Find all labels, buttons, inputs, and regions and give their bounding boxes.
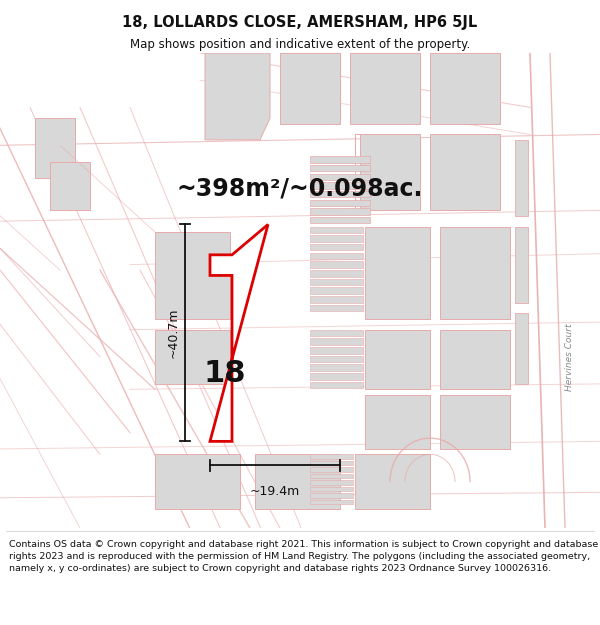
Polygon shape <box>205 53 270 140</box>
Polygon shape <box>365 395 430 449</box>
Polygon shape <box>255 454 340 509</box>
Polygon shape <box>515 140 528 216</box>
Polygon shape <box>310 253 363 259</box>
Polygon shape <box>310 382 363 388</box>
Polygon shape <box>310 338 363 345</box>
Polygon shape <box>310 279 363 285</box>
Polygon shape <box>310 208 370 215</box>
Polygon shape <box>440 227 510 319</box>
Polygon shape <box>310 481 353 485</box>
Polygon shape <box>310 156 370 162</box>
Polygon shape <box>155 454 240 509</box>
Polygon shape <box>310 305 363 311</box>
Polygon shape <box>310 468 353 472</box>
Polygon shape <box>350 53 420 124</box>
Polygon shape <box>310 373 363 379</box>
Polygon shape <box>310 474 353 478</box>
Polygon shape <box>155 329 230 384</box>
Polygon shape <box>365 329 430 389</box>
Polygon shape <box>515 227 528 302</box>
Polygon shape <box>310 461 353 465</box>
Polygon shape <box>310 165 370 171</box>
Polygon shape <box>515 313 528 384</box>
Text: 18, LOLLARDS CLOSE, AMERSHAM, HP6 5JL: 18, LOLLARDS CLOSE, AMERSHAM, HP6 5JL <box>122 15 478 30</box>
Polygon shape <box>430 53 500 124</box>
Polygon shape <box>310 296 363 302</box>
Polygon shape <box>310 244 363 251</box>
Polygon shape <box>310 329 363 336</box>
Polygon shape <box>310 270 363 276</box>
Polygon shape <box>280 53 340 124</box>
Text: Map shows position and indicative extent of the property.: Map shows position and indicative extent… <box>130 38 470 51</box>
Text: ~40.7m: ~40.7m <box>167 308 179 358</box>
Polygon shape <box>310 227 363 233</box>
Polygon shape <box>310 364 363 371</box>
Polygon shape <box>310 493 353 498</box>
Polygon shape <box>310 174 370 180</box>
Text: Contains OS data © Crown copyright and database right 2021. This information is : Contains OS data © Crown copyright and d… <box>9 540 598 573</box>
Polygon shape <box>430 134 500 211</box>
Polygon shape <box>310 347 363 354</box>
Polygon shape <box>310 217 370 223</box>
Polygon shape <box>155 232 230 319</box>
Polygon shape <box>310 454 353 459</box>
Text: Hervines Court: Hervines Court <box>566 323 575 391</box>
Polygon shape <box>210 224 268 441</box>
Text: ~19.4m: ~19.4m <box>250 485 300 498</box>
Polygon shape <box>50 162 90 211</box>
Text: 18: 18 <box>204 359 246 388</box>
Polygon shape <box>440 395 510 449</box>
Polygon shape <box>310 487 353 491</box>
Polygon shape <box>310 182 370 189</box>
Polygon shape <box>35 118 75 178</box>
Polygon shape <box>310 199 370 206</box>
Polygon shape <box>440 329 510 389</box>
Polygon shape <box>310 356 363 362</box>
Polygon shape <box>310 261 363 268</box>
Polygon shape <box>310 191 370 198</box>
Polygon shape <box>310 500 353 504</box>
Text: ~398m²/~0.098ac.: ~398m²/~0.098ac. <box>177 177 423 201</box>
Polygon shape <box>360 134 420 211</box>
Polygon shape <box>310 236 363 242</box>
Polygon shape <box>355 454 430 509</box>
Polygon shape <box>310 288 363 294</box>
Polygon shape <box>365 227 430 319</box>
